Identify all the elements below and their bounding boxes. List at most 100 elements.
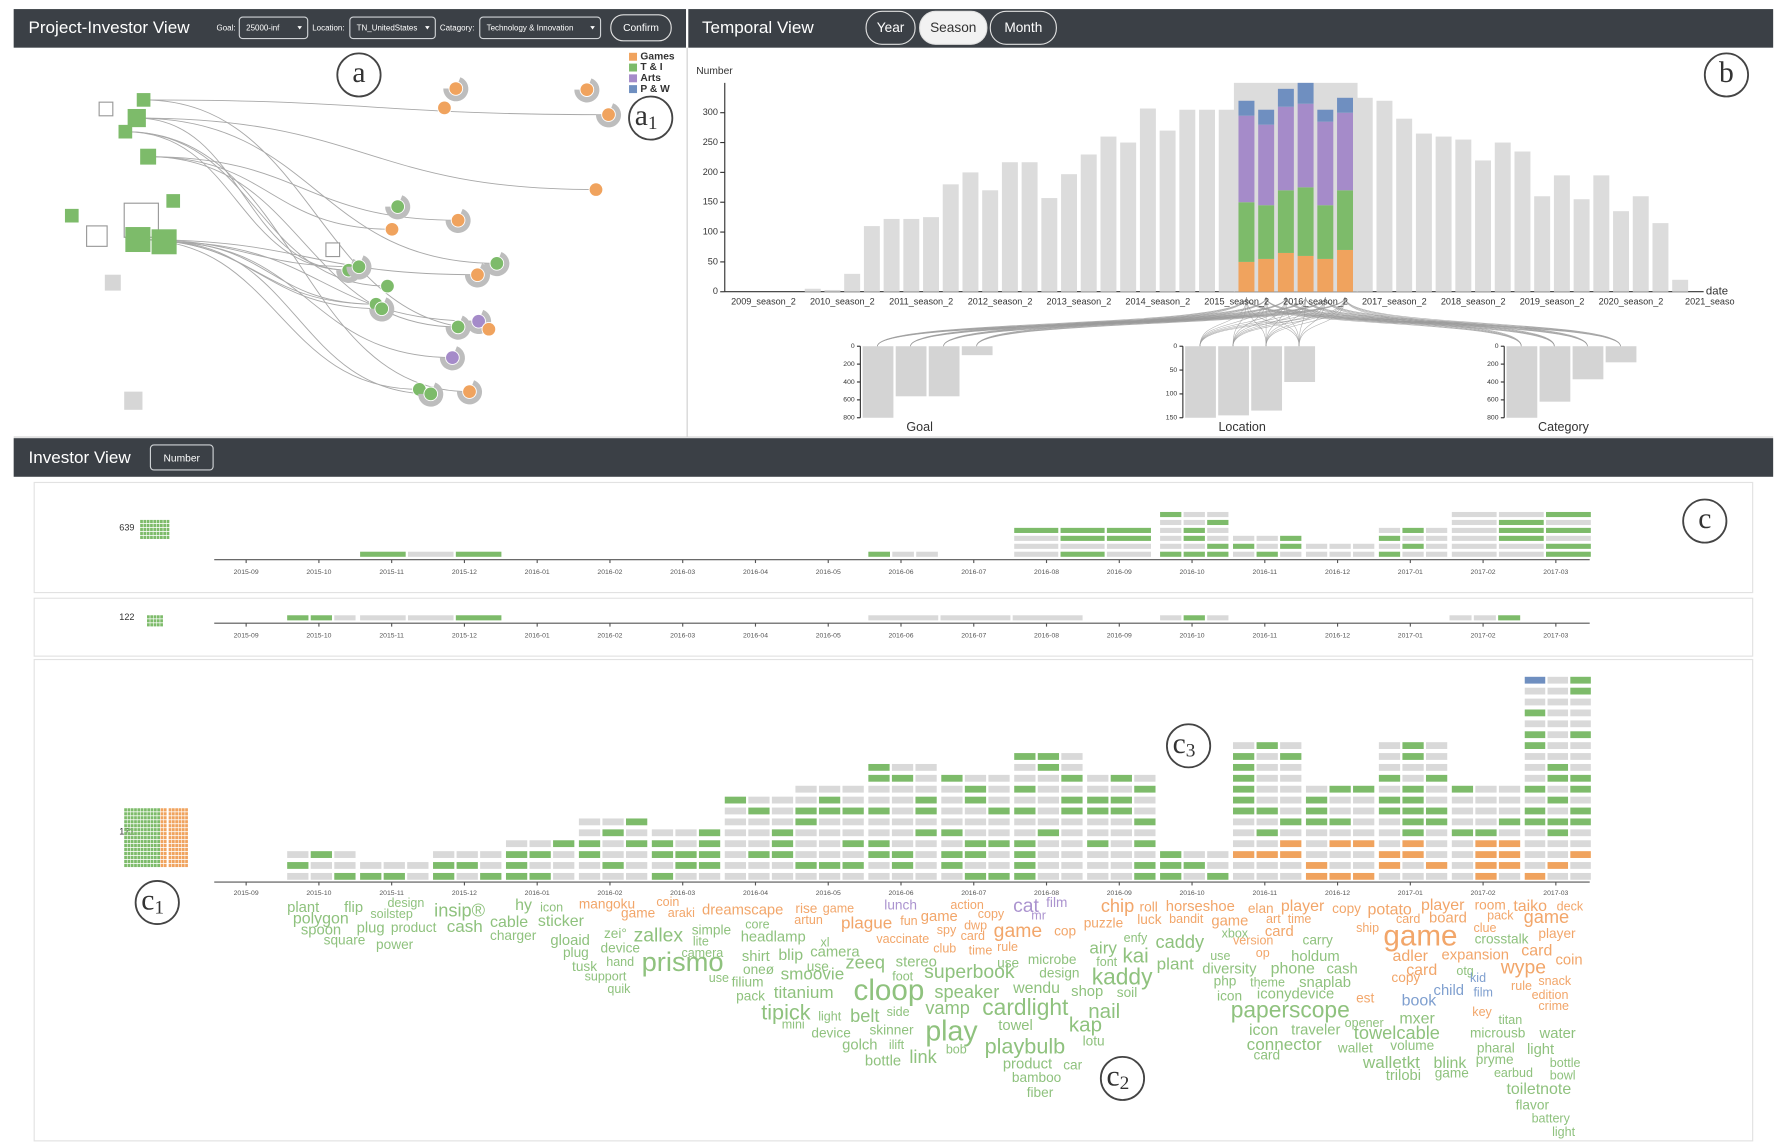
investor-block (891, 840, 914, 848)
investor-block (1110, 774, 1132, 782)
investor-block (1498, 527, 1544, 533)
investor-block (1524, 829, 1546, 837)
investor-block (818, 796, 841, 804)
investor-block (1233, 551, 1255, 557)
investor-block (602, 862, 624, 869)
word: artun (794, 913, 823, 927)
row-icon-cell (137, 832, 141, 836)
investor-block (1183, 851, 1205, 858)
investor-block (1451, 543, 1497, 549)
bar (942, 184, 959, 292)
filter-link (1199, 297, 1267, 347)
word: card (1521, 943, 1552, 960)
investor-block (891, 785, 914, 793)
x-tick-label: 2016_season_2 (1283, 296, 1348, 306)
row-icon-cell (171, 863, 175, 868)
dropdown-value[interactable]: TN_UnitedStates (357, 23, 418, 32)
row-icon-cell (163, 828, 167, 832)
project-node (118, 124, 133, 139)
investor-block (1061, 829, 1083, 837)
row-icon-cell (163, 808, 167, 812)
view-button[interactable] (919, 10, 988, 45)
row-icon-cell (144, 812, 147, 816)
view-button-label[interactable]: Season (930, 20, 976, 35)
investor-block (1524, 742, 1546, 749)
investor-block (1378, 763, 1401, 771)
investor-block (1110, 872, 1132, 880)
investor-block (1305, 851, 1328, 858)
row-icon-cell (143, 519, 147, 524)
investor-block (1547, 676, 1569, 684)
row-icon-cell (168, 863, 172, 868)
legend-label: Games (640, 51, 674, 62)
investor-block (1353, 543, 1375, 549)
investor-block (1280, 872, 1302, 880)
link (136, 117, 497, 264)
investor-block (334, 872, 356, 880)
dropdown[interactable] (238, 16, 309, 40)
investor-node (450, 212, 466, 228)
row-icon-cell (140, 812, 144, 816)
row-icon-cell (163, 519, 167, 524)
bar (1514, 151, 1531, 292)
word: card (1265, 924, 1294, 940)
dropdown-value[interactable]: Technology & Innovation (487, 23, 574, 32)
investor-block (1547, 840, 1569, 848)
investor-block (1570, 785, 1591, 793)
row-icon-cell (160, 863, 164, 868)
confirm-button[interactable] (610, 14, 672, 42)
investor-block (1280, 753, 1302, 760)
investor-block (1087, 807, 1109, 815)
view-button[interactable] (865, 10, 916, 45)
row-icon-cell (134, 836, 137, 840)
investor-block (941, 785, 963, 793)
number-button[interactable] (149, 444, 214, 471)
investor-block (868, 785, 890, 793)
dropdown[interactable] (349, 16, 436, 40)
investor-block (1305, 807, 1328, 815)
investor-block (1280, 840, 1302, 848)
project-node (140, 148, 157, 165)
investor-block (818, 851, 841, 858)
month-label: 2017-01 (1398, 890, 1423, 897)
investor-block (964, 840, 987, 848)
dropdown-value[interactable]: 25000-inf (246, 23, 280, 32)
filter-tick-label: 200 (1487, 361, 1499, 368)
word: ilift (889, 1038, 905, 1052)
row-icon-cell (160, 816, 164, 820)
investor-block (964, 862, 987, 869)
view-button[interactable] (989, 10, 1057, 45)
x-tick-label: 2020_season_2 (1599, 296, 1664, 306)
row-icon-cell (175, 847, 178, 852)
project-node (98, 101, 114, 117)
bar (1159, 130, 1176, 292)
investor-block (1280, 785, 1302, 793)
investor-block (1425, 818, 1448, 826)
investor-block (1329, 851, 1351, 858)
investor-block (818, 862, 841, 869)
investor-block (1547, 851, 1569, 858)
filter-link (1285, 297, 1300, 347)
month-label: 2016-08 (1034, 890, 1059, 897)
filter-tick-label: 150 (1166, 415, 1178, 422)
row-icon-cell (146, 527, 150, 532)
row-icon-cell (181, 836, 185, 840)
investor-block (1547, 872, 1569, 880)
dropdown[interactable] (479, 16, 602, 40)
legend-swatch (629, 52, 638, 61)
row-icon-cell (181, 820, 185, 824)
word: bandit (1169, 912, 1204, 926)
row-count: 122 (119, 612, 134, 622)
view-button-label[interactable]: Year (877, 20, 905, 35)
investor-block (842, 785, 864, 793)
investor-block (1256, 807, 1278, 815)
confirm-label[interactable]: Confirm (623, 23, 659, 34)
word: player (1421, 897, 1465, 914)
investor-block (868, 551, 890, 557)
month-label: 2016-06 (888, 569, 913, 576)
investor-block (1183, 551, 1205, 557)
number-button-label[interactable]: Number (164, 453, 201, 464)
investor-block (1378, 543, 1401, 549)
row-icon-cell (160, 828, 164, 832)
view-button-label[interactable]: Month (1004, 20, 1042, 35)
